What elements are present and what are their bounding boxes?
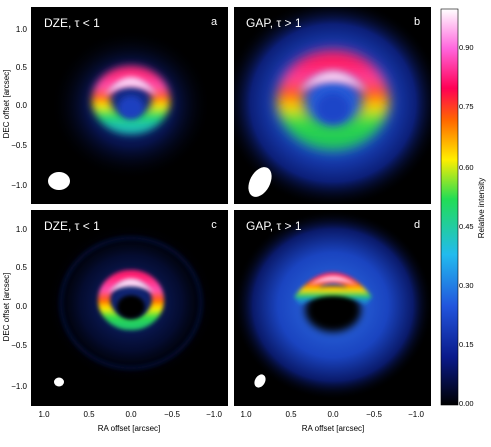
x-axis-label-right: RA offset [arcsec]	[302, 424, 365, 433]
x-tick-label: −1.0	[408, 410, 424, 419]
panel-d-arc-peak	[308, 276, 358, 286]
panel-d-center	[305, 288, 361, 332]
panel-a-ring	[92, 66, 170, 134]
y-tick-label: −1.0	[11, 382, 27, 391]
x-axis-label-left: RA offset [arcsec]	[98, 424, 161, 433]
colorbar-tick-label: 0.30	[459, 281, 474, 290]
panel-c-beam	[54, 377, 64, 387]
y-tick-label: 0.0	[16, 101, 28, 110]
x-tick-label: 1.0	[38, 410, 50, 419]
panel-a: DZE, τ < 1 a	[31, 7, 228, 204]
y-tick-label: 0.5	[16, 63, 28, 72]
x-axis-left: 1.0 0.5 0.0 −0.5 −1.0	[38, 410, 222, 419]
panel-b: GAP, τ > 1 b	[234, 7, 431, 204]
colorbar-tick-label: 0.15	[459, 340, 474, 349]
colorbar-tick-label: 0.45	[459, 222, 474, 231]
colorbar-gradient	[440, 8, 459, 406]
panel-a-center	[119, 97, 143, 119]
panel-d-title: GAP, τ > 1	[246, 219, 302, 233]
panel-a-ring-peak	[104, 77, 158, 96]
y-tick-label: −0.5	[11, 341, 27, 350]
x-axis-right: 1.0 0.5 0.0 −0.5 −1.0	[240, 410, 424, 419]
y-axis-label-bottom: DEC offset [arcsec]	[2, 273, 11, 342]
panel-c-title: DZE, τ < 1	[44, 219, 100, 233]
y-tick-label: −1.0	[11, 181, 27, 190]
colorbar-label: Relative intensity	[477, 178, 486, 238]
panel-c-letter: c	[211, 219, 217, 231]
panel-a-beam	[48, 172, 70, 190]
panel-b-letter: b	[414, 16, 420, 28]
y-tick-label: −0.5	[11, 141, 27, 150]
colorbar-ticks: 0.90 0.75 0.60 0.45 0.30 0.15 0.00	[459, 43, 474, 408]
panel-b-beam	[248, 167, 272, 197]
panel-b-center	[316, 92, 350, 124]
y-tick-label: 1.0	[16, 225, 28, 234]
x-tick-label: 0.5	[83, 410, 95, 419]
y-axis-label-top: DEC offset [arcsec]	[2, 70, 11, 139]
panel-c-ring	[98, 270, 164, 330]
x-tick-label: 0.0	[125, 410, 137, 419]
panel-a-letter: a	[211, 16, 218, 28]
colorbar-tick-label: 0.60	[459, 163, 474, 172]
panel-b-title: GAP, τ > 1	[246, 16, 302, 30]
y-axis-bottom: 1.0 0.5 0.0 −0.5 −1.0	[11, 225, 27, 391]
colorbar-tick-label: 0.90	[459, 43, 474, 52]
colorbar-tick-label: 0.75	[459, 102, 474, 111]
x-tick-label: −0.5	[164, 410, 180, 419]
y-axis-top: 1.0 0.5 0.0 −0.5 −1.0	[11, 25, 27, 190]
y-tick-label: 0.0	[16, 302, 28, 311]
panel-c-center	[117, 295, 145, 319]
y-tick-label: 0.5	[16, 263, 28, 272]
panel-b-ring	[277, 50, 389, 150]
x-tick-label: −1.0	[206, 410, 222, 419]
x-tick-label: 0.5	[285, 410, 297, 419]
x-tick-label: −0.5	[366, 410, 382, 419]
x-tick-label: 1.0	[240, 410, 252, 419]
panel-a-title: DZE, τ < 1	[44, 16, 100, 30]
x-tick-label: 0.0	[327, 410, 339, 419]
panel-d-letter: d	[414, 219, 420, 231]
colorbar: 0.90 0.75 0.60 0.45 0.30 0.15 0.00 Relat…	[440, 8, 486, 408]
colorbar-tick-label: 0.00	[459, 399, 474, 408]
panel-c-ring-peak	[108, 278, 154, 293]
panel-b-ring-peak	[298, 71, 368, 92]
panel-d-beam	[254, 374, 266, 388]
panel-c: DZE, τ < 1 c	[31, 210, 228, 406]
panel-c-outer-ripple	[59, 236, 203, 370]
panel-d: GAP, τ > 1 d	[234, 210, 431, 406]
y-tick-label: 1.0	[16, 25, 28, 34]
